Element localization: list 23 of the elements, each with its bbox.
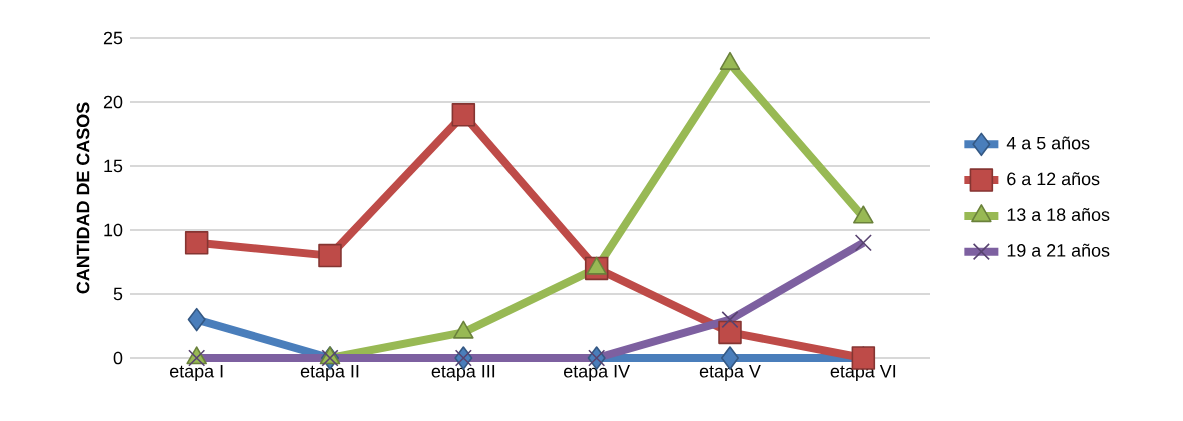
y-tick-label: 0	[113, 351, 123, 365]
y-tick-label: 20	[103, 95, 123, 109]
y-tick-label: 25	[103, 31, 123, 45]
y-tick-label: 15	[104, 159, 123, 173]
x-tick-label: etapa I	[170, 365, 223, 382]
x-tick-label: etapa III	[431, 365, 495, 382]
legend-label: 19 a 21 años	[1007, 243, 1110, 257]
y-tick-label: 10	[104, 223, 123, 237]
y-axis-title: CANTIDAD DE CASOS	[76, 102, 90, 294]
y-tick-label: 5	[113, 287, 123, 301]
point	[718, 320, 742, 345]
point	[318, 243, 342, 268]
x-tick-label: etapa II	[300, 365, 359, 382]
point	[184, 231, 209, 255]
x-tick-label: etapa IV	[564, 365, 630, 382]
point	[451, 103, 476, 127]
point	[721, 311, 739, 329]
legend-label: 13 a 18 años	[1007, 207, 1110, 222]
legend-label: 6 a 12 años	[1007, 172, 1100, 186]
x-tick-label: etapa V	[699, 365, 761, 382]
point	[187, 307, 206, 332]
point	[854, 234, 872, 252]
legend-label: 4 a 5 años	[1006, 136, 1090, 150]
